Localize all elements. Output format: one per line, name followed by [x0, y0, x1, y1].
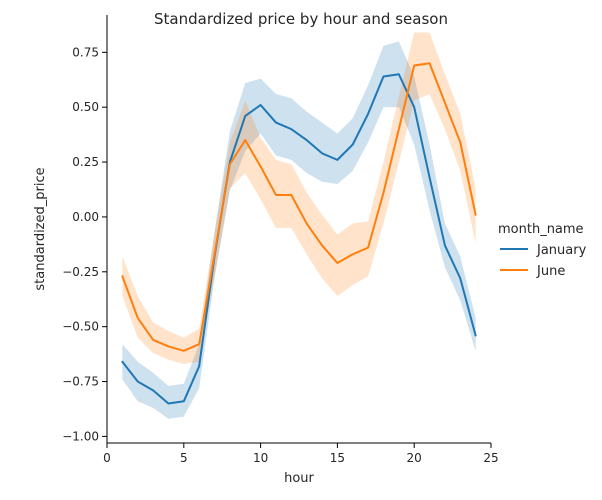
series-lines — [121, 62, 477, 405]
x-tick-label: 20 — [407, 451, 422, 465]
band-january — [122, 41, 476, 419]
legend-label-january: January — [536, 243, 587, 258]
y-tick-label: 0.00 — [72, 210, 99, 224]
y-tick-label: 0.75 — [72, 45, 99, 59]
x-tick-label: 25 — [483, 451, 498, 465]
chart-title: Standardized price by hour and season — [154, 10, 448, 28]
series-line-january — [121, 73, 477, 405]
x-axis-label: hour — [284, 471, 314, 486]
x-tick-label: 10 — [253, 451, 268, 465]
y-tick-label: −0.75 — [62, 375, 99, 389]
axes: 0 5 10 15 20 25 −1.00 −0.75 −0.50 −0.25 0.00 0.25 0… — [62, 15, 499, 465]
y-ticks: −1.00 −0.75 −0.50 −0.25 0.00 0.25 0.50 0.75 — [62, 45, 107, 443]
legend-title: month_name — [498, 222, 584, 237]
series-line-june — [121, 62, 477, 352]
y-axis-label: standardized_price — [33, 167, 48, 290]
y-tick-label: 0.25 — [72, 155, 99, 169]
y-tick-label: −1.00 — [62, 429, 99, 443]
x-tick-label: 0 — [103, 451, 111, 465]
x-ticks: 0 5 10 15 20 25 — [103, 443, 499, 465]
legend-label-june: June — [536, 264, 565, 279]
y-tick-label: 0.50 — [72, 100, 99, 114]
legend: month_name January June — [498, 222, 587, 279]
x-tick-label: 5 — [180, 451, 188, 465]
x-tick-label: 15 — [330, 451, 345, 465]
y-tick-label: −0.50 — [62, 320, 99, 334]
y-tick-label: −0.25 — [62, 265, 99, 279]
